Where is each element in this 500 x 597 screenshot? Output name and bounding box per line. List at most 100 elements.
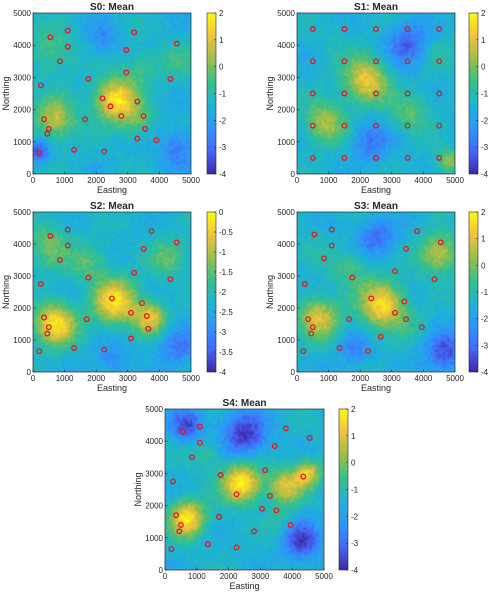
sample-point — [306, 435, 313, 441]
heatmap-field — [297, 212, 455, 372]
x-tick-label: 4000 — [415, 374, 433, 383]
heatmap-field — [33, 212, 191, 372]
sample-point — [109, 295, 115, 302]
colorbar-tick-label: -4 — [219, 368, 227, 377]
sample-point — [259, 505, 265, 512]
sample-point — [45, 324, 52, 331]
sample-point — [403, 316, 409, 323]
sample-point — [56, 257, 63, 263]
sample-point — [36, 150, 43, 157]
y-tick-label: 1000 — [277, 336, 295, 345]
sample-point — [436, 154, 443, 161]
sample-point — [300, 473, 307, 480]
sample-point — [173, 40, 180, 47]
y-tick-label: 4000 — [277, 41, 295, 50]
sample-point — [373, 90, 379, 97]
sample-point — [168, 546, 175, 553]
y-tick-label: 1000 — [13, 336, 31, 345]
sample-point — [107, 103, 114, 110]
x-tick-label: 5000 — [182, 374, 200, 383]
sample-point — [287, 521, 294, 528]
sample-point — [101, 148, 108, 155]
sample-point — [99, 95, 106, 102]
colorbar-tick-label: -2.5 — [219, 308, 233, 317]
y-tick-label: 1000 — [145, 534, 163, 543]
heatmap-field — [165, 409, 324, 570]
sample-point — [404, 154, 411, 161]
sample-point — [131, 269, 138, 276]
x-tick-label: 0 — [163, 572, 168, 581]
y-tick-label: 3000 — [277, 73, 295, 82]
colorbar-tick-label: 1 — [219, 36, 224, 45]
y-tick-label: 3000 — [277, 272, 295, 281]
sample-point — [349, 274, 356, 281]
sample-point — [189, 454, 195, 461]
axes-frame — [296, 12, 456, 175]
sample-point — [36, 348, 43, 355]
sample-point — [56, 58, 63, 65]
x-tick-label: 0 — [295, 176, 300, 185]
sample-point — [47, 34, 54, 41]
colorbar-tick-label: -3 — [219, 143, 227, 152]
x-tick-label: 1000 — [56, 374, 74, 383]
sample-point — [167, 276, 174, 283]
sample-point — [271, 443, 278, 449]
sample-point — [305, 316, 312, 323]
sample-point — [373, 154, 379, 161]
sample-point — [308, 330, 315, 337]
sample-point — [37, 82, 44, 89]
sample-point — [336, 345, 343, 351]
y-tick-label: 5000 — [277, 208, 295, 217]
chart-title: S4: Mean — [223, 398, 267, 409]
sample-point — [118, 113, 125, 119]
sample-point — [404, 26, 411, 33]
x-tick-label: 2000 — [220, 572, 238, 581]
sample-point — [233, 491, 240, 498]
axes-frame — [164, 408, 325, 571]
y-tick-label: 5000 — [13, 9, 31, 18]
sample-point — [41, 116, 48, 123]
colorbar-tick-label: -3 — [351, 539, 359, 548]
x-tick-label: 1000 — [56, 176, 74, 185]
y-tick-label: 3000 — [13, 73, 31, 82]
sample-point — [217, 472, 224, 478]
sample-point — [373, 58, 379, 65]
sample-point — [309, 58, 316, 65]
sample-point — [365, 348, 372, 355]
x-tick-label: 0 — [31, 374, 36, 383]
sample-point — [64, 226, 71, 233]
sample-point — [414, 228, 421, 235]
x-tick-label: 4000 — [283, 572, 301, 581]
sample-point — [341, 154, 348, 161]
x-tick-label: 2000 — [351, 176, 369, 185]
sample-point — [436, 90, 443, 97]
sample-point — [64, 43, 71, 50]
y-axis-label: Northing — [133, 472, 143, 506]
sample-point — [173, 512, 180, 519]
y-tick-label: 5000 — [277, 9, 295, 18]
sample-point — [123, 69, 130, 76]
sample-point — [341, 26, 348, 33]
sample-point — [311, 231, 318, 238]
colorbar-tick-label: 2 — [351, 405, 356, 414]
y-tick-label: 2000 — [13, 304, 31, 313]
sample-point — [300, 348, 307, 355]
x-axis-label: Easting — [229, 581, 259, 591]
sample-point — [301, 281, 308, 287]
heatmap-field — [297, 13, 455, 174]
sample-point — [47, 233, 54, 239]
x-tick-label: 5000 — [182, 176, 200, 185]
colorbar-tick-label: 0 — [351, 459, 356, 468]
sample-point — [341, 58, 348, 65]
sample-point — [266, 492, 273, 499]
sample-point — [140, 245, 147, 252]
sample-point — [128, 309, 134, 316]
y-tick-label: 0 — [27, 368, 32, 377]
sample-point — [368, 295, 375, 302]
y-axis-label: Northing — [265, 76, 275, 110]
sample-point — [41, 314, 48, 321]
sample-point — [128, 335, 134, 342]
y-tick-label: 2000 — [277, 106, 295, 115]
x-tick-label: 3000 — [119, 374, 137, 383]
sample-point — [346, 316, 353, 323]
